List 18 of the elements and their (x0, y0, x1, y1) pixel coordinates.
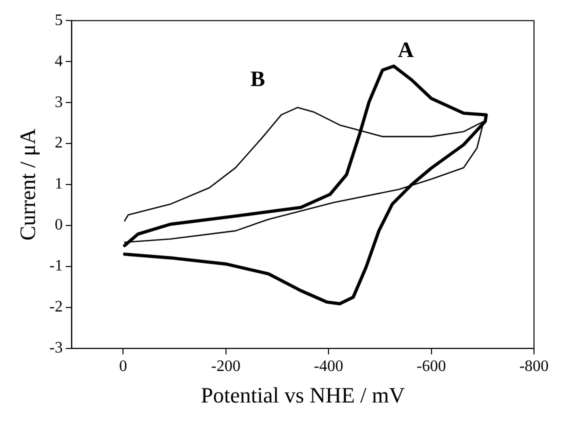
y-tick-label: 2 (54, 134, 63, 152)
x-tick-label: -400 (314, 358, 344, 376)
series-label: B (250, 66, 266, 92)
x-axis-title: Potential vs NHE / mV (200, 382, 406, 408)
y-tick-label: 5 (54, 12, 63, 29)
y-tick-label: -1 (49, 258, 63, 275)
x-tick-label: -800 (519, 358, 549, 376)
y-tick-label: 3 (54, 94, 63, 111)
x-tick-label: -600 (416, 358, 446, 376)
y-tick-label: -2 (49, 298, 63, 316)
y-tick-label: -3 (49, 340, 63, 357)
y-tick-label: 4 (54, 52, 63, 70)
y-tick-label: 0 (54, 216, 63, 234)
series-label: A (398, 36, 414, 62)
y-tick-label: 1 (54, 176, 63, 193)
y-axis-title: Current / μA (14, 128, 40, 240)
x-tick-label: 0 (119, 358, 128, 376)
x-tick-label: -200 (211, 358, 240, 376)
